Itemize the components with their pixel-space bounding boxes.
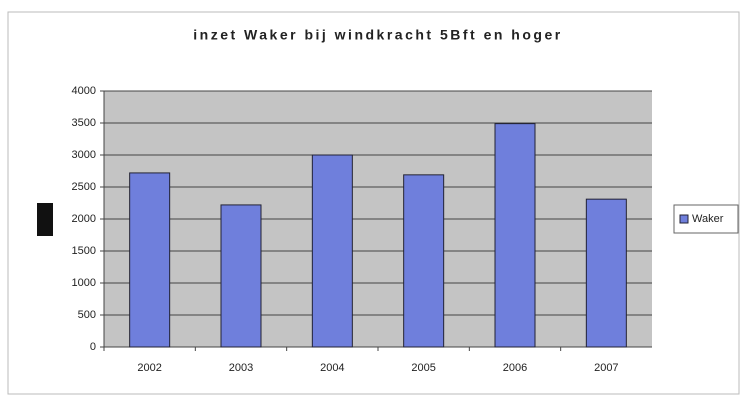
y-tick-label: 2000 — [72, 213, 96, 225]
x-tick-label: 2005 — [411, 362, 435, 374]
bar — [311, 154, 353, 348]
legend-swatch — [679, 214, 689, 224]
x-tick-label: 2006 — [503, 362, 527, 374]
x-tick-label: 2004 — [320, 362, 344, 374]
chart-title: inzet Waker bij windkracht 5Bft en hoger — [193, 27, 562, 43]
y-tick-label: 4000 — [72, 85, 96, 97]
y-tick-label: 2500 — [72, 181, 96, 193]
bar — [403, 174, 445, 348]
y-axis-label-redacted — [37, 203, 53, 236]
bar — [585, 198, 627, 348]
bar — [129, 172, 171, 348]
y-tick-label: 0 — [90, 341, 96, 353]
y-tick-label: 3000 — [72, 149, 96, 161]
y-tick-label: 3500 — [72, 117, 96, 129]
bar — [494, 123, 536, 348]
x-tick-label: 2007 — [594, 362, 618, 374]
bar — [220, 204, 262, 348]
y-tick-label: 500 — [78, 309, 96, 321]
y-tick-label: 1500 — [72, 245, 96, 257]
y-tick-label: 1000 — [72, 277, 96, 289]
legend-label: Waker — [692, 213, 724, 225]
x-tick-label: 2003 — [229, 362, 253, 374]
x-tick-label: 2002 — [137, 362, 161, 374]
